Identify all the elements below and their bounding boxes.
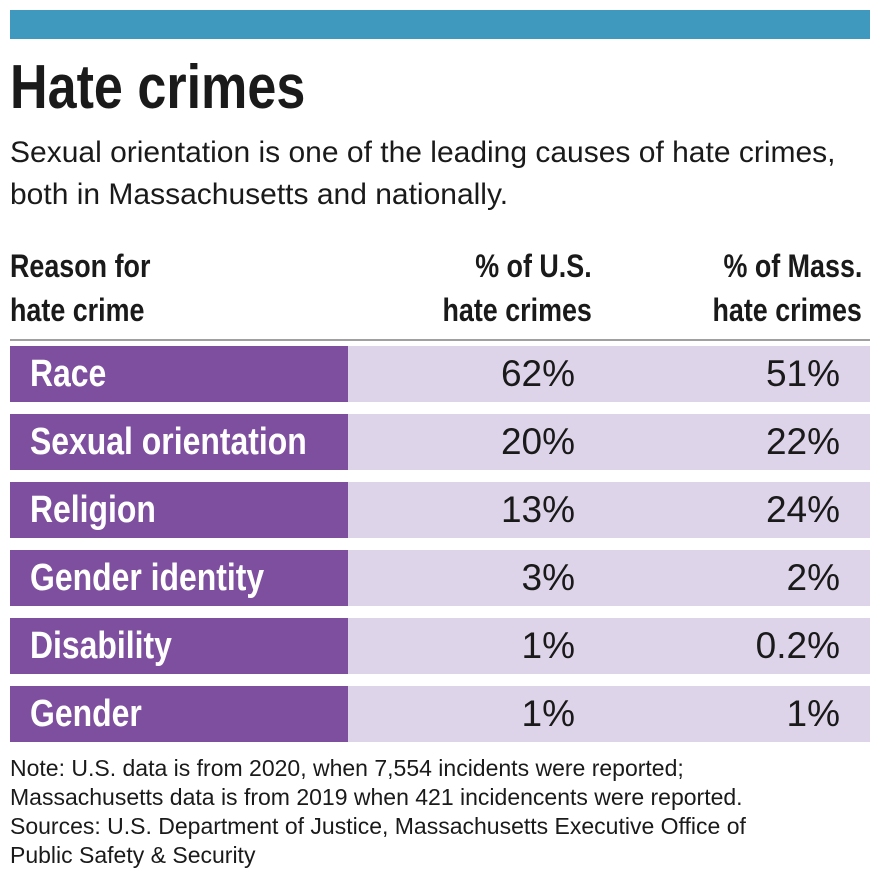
footnote-line: Sources: U.S. Department of Justice, Mas… — [10, 813, 746, 839]
table-row: Gender identity 3% 2% — [10, 550, 870, 606]
header-line: hate crimes — [712, 292, 862, 328]
header-line: hate crime — [10, 292, 145, 328]
table-row: Disability 1% 0.2% — [10, 618, 870, 674]
table-body: Race 62% 51% Sexual orientation 20% 22% Religi… — [10, 346, 870, 754]
reason-cell: Gender identity — [10, 550, 348, 606]
reason-label: Gender identity — [30, 557, 265, 599]
reason-label: Race — [30, 353, 107, 395]
header-divider — [10, 339, 870, 341]
header-line: Reason for — [10, 248, 151, 284]
footnote-line: Note: U.S. data is from 2020, when 7,554… — [10, 755, 684, 781]
table-row: Religion 13% 24% — [10, 482, 870, 538]
table-row: Gender 1% 1% — [10, 686, 870, 742]
header-mass: % of Mass. hate crimes — [684, 244, 862, 332]
top-accent-bar — [10, 10, 870, 39]
reason-cell: Race — [10, 346, 348, 402]
mass-percent-cell: 51% — [765, 353, 840, 394]
us-percent-cell: 1% — [521, 693, 575, 734]
table-row: Sexual orientation 20% 22% — [10, 414, 870, 470]
header-us: % of U.S. hate crimes — [414, 244, 592, 332]
reason-label: Religion — [30, 489, 156, 531]
mass-percent-cell: 24% — [765, 489, 840, 530]
us-percent-cell: 62% — [500, 353, 575, 394]
us-percent-cell: 1% — [521, 625, 575, 666]
us-percent-cell: 3% — [521, 557, 575, 598]
table-row: Race 62% 51% — [10, 346, 870, 402]
header-line: % of Mass. — [723, 248, 862, 284]
mass-percent-cell: 2% — [786, 557, 840, 598]
reason-label: Gender — [30, 693, 142, 735]
reason-cell: Disability — [10, 618, 348, 674]
us-percent-cell: 13% — [500, 489, 575, 530]
subtitle: Sexual orientation is one of the leading… — [10, 136, 836, 211]
footnote-line: Public Safety & Security — [10, 842, 256, 868]
us-percent-cell: 20% — [500, 421, 575, 462]
header-line: % of U.S. — [475, 248, 592, 284]
mass-percent-cell: 22% — [765, 421, 840, 462]
reason-cell: Religion — [10, 482, 348, 538]
reason-label: Sexual orientation — [30, 421, 307, 463]
footnote-line: Massachusetts data is from 2019 when 421… — [10, 784, 743, 810]
page-title: Hate crimes — [10, 52, 362, 124]
reason-label: Disability — [30, 625, 172, 667]
mass-percent-cell: 1% — [786, 693, 840, 734]
reason-cell: Gender — [10, 686, 348, 742]
mass-percent-cell: 0.2% — [755, 625, 840, 666]
title-text: Hate crimes — [10, 53, 306, 122]
header-reason: Reason for hate crime — [10, 244, 177, 332]
header-line: hate crimes — [442, 292, 592, 328]
footnote: Note: U.S. data is from 2020, when 7,554… — [10, 754, 870, 870]
reason-cell: Sexual orientation — [10, 414, 348, 470]
